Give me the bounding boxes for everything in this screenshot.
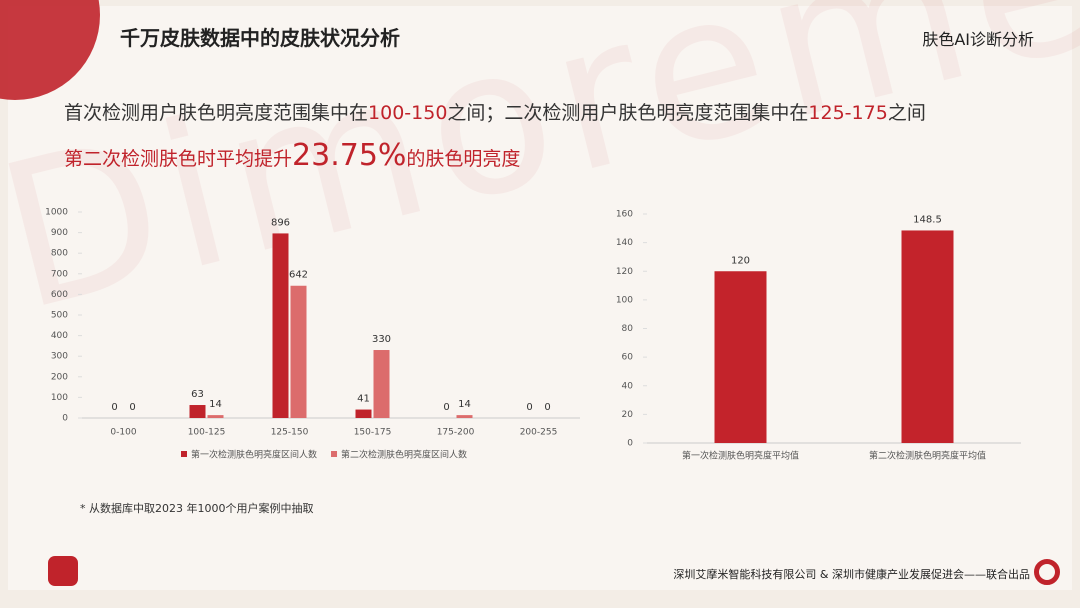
y-tick-label: 800	[51, 249, 68, 259]
data-label: 0	[526, 402, 532, 413]
logo	[48, 556, 78, 586]
y-tick-label: 0	[62, 414, 68, 424]
x-tick-label: 150-175	[354, 428, 392, 438]
bar	[456, 415, 473, 418]
y-tick-label: 60	[622, 353, 634, 363]
highlight: 125-175	[808, 102, 888, 124]
footer: 深圳艾摩米智能科技有限公司 & 深圳市健康产业发展促进会——联合出品	[673, 568, 1030, 581]
x-tick-label: 0-100	[110, 428, 136, 438]
bar	[290, 285, 307, 418]
y-tick-label: 100	[51, 393, 68, 403]
data-label: 330	[372, 334, 391, 345]
legend-swatch	[331, 451, 338, 457]
bar	[901, 230, 954, 443]
y-tick-label: 200	[51, 372, 68, 382]
text: 的肤色明亮度	[406, 148, 521, 170]
y-tick-label: 40	[622, 381, 634, 391]
data-label: 0	[111, 402, 117, 413]
data-label: 120	[731, 255, 750, 266]
text: 之间；二次检测用户肤色明亮度范围集中在	[447, 102, 809, 124]
x-tick-label: 125-150	[271, 428, 309, 438]
card	[8, 6, 1072, 590]
y-tick-label: 140	[616, 238, 633, 248]
data-label: 0	[443, 402, 449, 413]
y-tick-label: 600	[51, 290, 68, 300]
data-label: 41	[357, 394, 370, 405]
bar	[373, 350, 390, 418]
bar	[714, 271, 767, 443]
y-tick-label: 20	[622, 410, 634, 420]
y-tick-label: 900	[51, 228, 68, 238]
title: 千万皮肤数据中的皮肤状况分析	[120, 26, 400, 50]
legend-label: 第二次检测肤色明亮度区间人数	[341, 449, 467, 461]
data-label: 0	[544, 402, 550, 413]
x-tick-label: 175-200	[437, 428, 475, 438]
bar	[189, 405, 206, 418]
headline-2: 第二次检测肤色时平均提升23.75%的肤色明亮度	[64, 138, 520, 173]
x-tick-label: 100-125	[188, 428, 226, 438]
data-label: 14	[458, 399, 471, 410]
section: 肤色AI诊断分析	[922, 30, 1034, 49]
y-tick-label: 400	[51, 331, 68, 341]
data-label: 896	[271, 217, 290, 228]
highlight: 23.75%	[292, 138, 407, 173]
footnote: * 从数据库中取2023 年1000个用户案例中抽取	[80, 502, 314, 515]
data-label: 148.5	[913, 214, 942, 225]
y-tick-label: 500	[51, 311, 68, 321]
bar	[272, 233, 289, 418]
y-tick-label: 120	[616, 267, 633, 277]
text: 第二次检测肤色时平均提升	[64, 148, 293, 170]
legend-label: 第一次检测肤色明亮度区间人数	[191, 449, 317, 461]
headline-1: 首次检测用户肤色明亮度范围集中在100-150之间；二次检测用户肤色明亮度范围集…	[64, 98, 926, 125]
y-tick-label: 700	[51, 269, 68, 279]
y-tick-label: 1000	[45, 208, 68, 218]
bar	[355, 409, 372, 418]
text: 首次检测用户肤色明亮度范围集中在	[64, 102, 369, 124]
y-tick-label: 300	[51, 352, 68, 362]
x-tick-label: 200-255	[520, 428, 558, 438]
text: 之间	[887, 102, 926, 124]
y-tick-label: 160	[616, 210, 633, 220]
data-label: 63	[191, 389, 204, 400]
footer-ring	[1034, 559, 1060, 585]
x-tick-label: 第二次检测肤色明亮度平均值	[869, 450, 986, 462]
data-label: 642	[289, 270, 308, 281]
bar	[207, 415, 224, 418]
y-tick-label: 80	[622, 324, 634, 334]
data-label: 0	[129, 402, 135, 413]
data-label: 14	[209, 399, 222, 410]
highlight: 100-150	[368, 102, 448, 124]
y-tick-label: 0	[627, 439, 633, 449]
x-tick-label: 第一次检测肤色明亮度平均值	[682, 450, 799, 462]
legend-swatch	[181, 451, 187, 457]
y-tick-label: 100	[616, 295, 633, 305]
